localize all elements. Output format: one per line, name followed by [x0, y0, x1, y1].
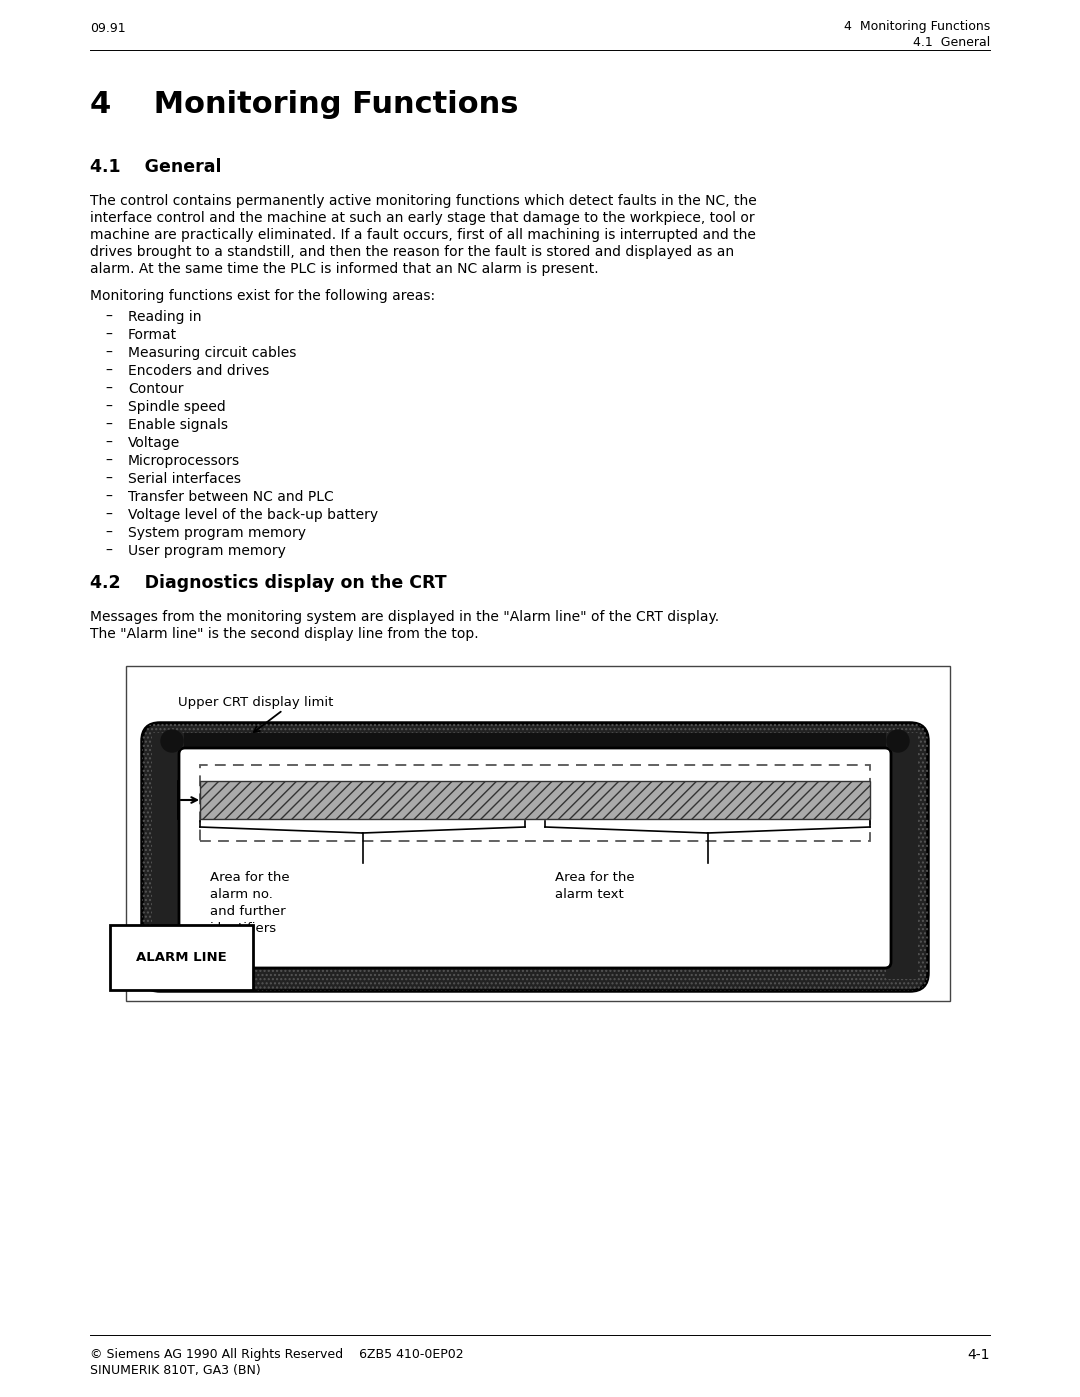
Text: The control contains permanently active monitoring functions which detect faults: The control contains permanently active …	[90, 194, 757, 208]
Circle shape	[887, 731, 909, 752]
Text: 4-1: 4-1	[968, 1348, 990, 1362]
Text: –: –	[105, 400, 112, 414]
Text: –: –	[105, 328, 112, 342]
Text: Upper CRT display limit: Upper CRT display limit	[178, 696, 334, 710]
Text: Voltage level of the back-up battery: Voltage level of the back-up battery	[129, 509, 378, 522]
Text: alarm no.: alarm no.	[210, 888, 273, 901]
Text: interface control and the machine at such an early stage that damage to the work: interface control and the machine at suc…	[90, 211, 755, 225]
FancyBboxPatch shape	[141, 724, 928, 990]
Text: 09.91: 09.91	[90, 22, 125, 35]
Text: identifiers: identifiers	[210, 922, 278, 935]
Text: drives brought to a standstill, and then the reason for the fault is stored and : drives brought to a standstill, and then…	[90, 244, 734, 258]
Circle shape	[161, 731, 183, 752]
Text: ALARM LINE: ALARM LINE	[136, 951, 227, 964]
Bar	[200, 781, 870, 819]
Text: 4.1  General: 4.1 General	[913, 36, 990, 49]
Text: –: –	[105, 310, 112, 324]
Text: SINUMERIK 810T, GA3 (BN): SINUMERIK 810T, GA3 (BN)	[90, 1363, 260, 1377]
Text: –: –	[105, 509, 112, 522]
Text: User program memory: User program memory	[129, 543, 286, 557]
Text: © Siemens AG 1990 All Rights Reserved    6ZB5 410-0EP02: © Siemens AG 1990 All Rights Reserved 6Z…	[90, 1348, 463, 1361]
Text: Transfer between NC and PLC: Transfer between NC and PLC	[129, 490, 334, 504]
Bar	[126, 666, 950, 1002]
Text: –: –	[105, 527, 112, 541]
Bar	[162, 733, 908, 749]
Text: Messages from the monitoring system are displayed in the "Alarm line" of the CRT: Messages from the monitoring system are …	[90, 610, 719, 624]
Text: Area for the: Area for the	[555, 870, 635, 884]
Text: 4.1    General: 4.1 General	[90, 158, 221, 176]
Text: –: –	[105, 543, 112, 557]
Text: –: –	[105, 381, 112, 395]
Text: Format: Format	[129, 328, 177, 342]
Text: –: –	[105, 454, 112, 468]
Text: 4    Monitoring Functions: 4 Monitoring Functions	[90, 89, 518, 119]
Text: Monitoring functions exist for the following areas:: Monitoring functions exist for the follo…	[90, 289, 435, 303]
Text: 4  Monitoring Functions: 4 Monitoring Functions	[843, 20, 990, 34]
Text: 4.2    Diagnostics display on the CRT: 4.2 Diagnostics display on the CRT	[90, 574, 447, 592]
Text: –: –	[105, 346, 112, 360]
Bar	[152, 733, 184, 979]
Text: Voltage: Voltage	[129, 436, 180, 450]
Text: –: –	[105, 418, 112, 432]
Bar	[200, 766, 870, 841]
Text: machine are practically eliminated. If a fault occurs, first of all machining is: machine are practically eliminated. If a…	[90, 228, 756, 242]
Text: Microprocessors: Microprocessors	[129, 454, 240, 468]
Text: The "Alarm line" is the second display line from the top.: The "Alarm line" is the second display l…	[90, 627, 478, 641]
Text: alarm. At the same time the PLC is informed that an NC alarm is present.: alarm. At the same time the PLC is infor…	[90, 263, 598, 277]
Text: Area for the: Area for the	[210, 870, 289, 884]
Text: alarm text: alarm text	[555, 888, 624, 901]
Text: Enable signals: Enable signals	[129, 418, 228, 432]
Text: Contour: Contour	[129, 381, 184, 395]
Text: and further: and further	[210, 905, 285, 918]
Text: Spindle speed: Spindle speed	[129, 400, 226, 414]
Text: Measuring circuit cables: Measuring circuit cables	[129, 346, 296, 360]
Text: Serial interfaces: Serial interfaces	[129, 472, 241, 486]
Text: –: –	[105, 436, 112, 450]
FancyBboxPatch shape	[179, 747, 891, 968]
Text: System program memory: System program memory	[129, 527, 306, 541]
Text: –: –	[105, 472, 112, 486]
Text: –: –	[105, 490, 112, 504]
Text: Encoders and drives: Encoders and drives	[129, 365, 269, 379]
Bar	[886, 733, 918, 979]
Text: –: –	[105, 365, 112, 379]
Text: Reading in: Reading in	[129, 310, 202, 324]
